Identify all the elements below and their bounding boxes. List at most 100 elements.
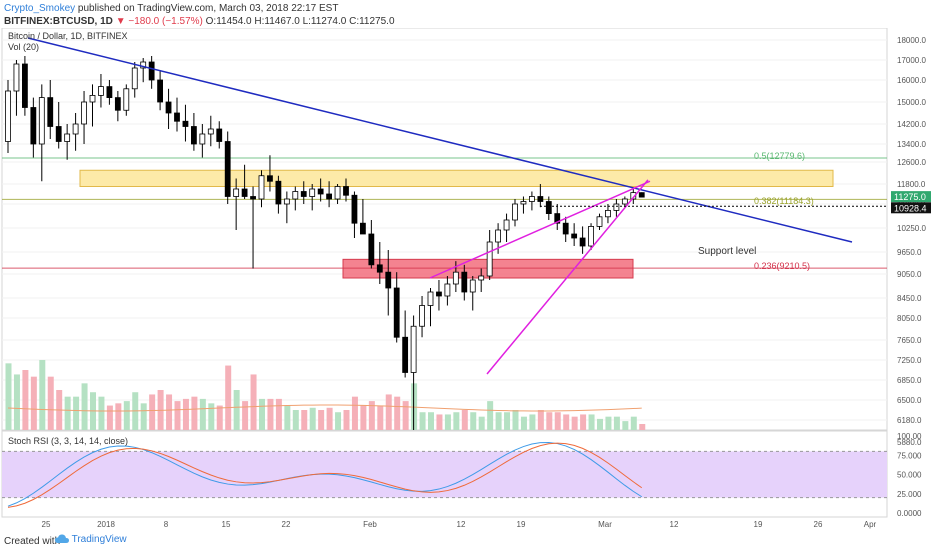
volume-bar bbox=[436, 414, 443, 430]
volume-bar bbox=[174, 401, 181, 430]
candle-body bbox=[545, 201, 552, 214]
line-price-tag: 10928.4 bbox=[891, 202, 931, 214]
stoch-rsi-axis[interactable]: 100.00 75.000 50.000 25.000 0.0000 bbox=[897, 432, 922, 518]
price-chart[interactable]: 0.5(12779.6) 0.382(11184.3) 0.236(9210.5… bbox=[0, 28, 932, 548]
candle-body bbox=[309, 188, 316, 197]
volume-bar bbox=[520, 416, 527, 430]
candle-body bbox=[140, 61, 147, 69]
volume-bar bbox=[318, 410, 325, 430]
volume-bar bbox=[394, 396, 401, 430]
volume-bar bbox=[563, 414, 570, 430]
candle-body bbox=[233, 188, 240, 197]
last-price-tag: 11275.0 bbox=[891, 191, 931, 203]
candle-body bbox=[469, 279, 476, 293]
price-tick-label: 11800.0 bbox=[897, 180, 926, 189]
stoch-rsi-legend: Stoch RSI (3, 3, 14, 14, close) bbox=[8, 436, 128, 446]
candle-body bbox=[21, 63, 28, 108]
price-tick-label: 7250.0 bbox=[897, 356, 922, 365]
publish-line: Crypto_Smokey published on TradingView.c… bbox=[4, 3, 338, 14]
volume-bar bbox=[284, 405, 291, 430]
trend-line[interactable] bbox=[27, 37, 853, 243]
main-pane[interactable]: 0.5(12779.6) 0.382(11184.3) 0.236(9210.5… bbox=[1, 28, 888, 433]
volume-bar bbox=[588, 414, 595, 430]
volume-bar bbox=[529, 414, 536, 430]
price-change: ▼ −180.0 (−1.57%) bbox=[115, 16, 203, 27]
candle-body bbox=[38, 97, 45, 145]
volume-bar bbox=[115, 403, 122, 430]
stoch-rsi-band bbox=[2, 451, 887, 498]
time-axis[interactable]: 25 2018 8 15 22 Feb 12 19 Mar 12 19 26 Apr bbox=[2, 516, 887, 529]
resistance-zone bbox=[79, 169, 834, 187]
author-link[interactable]: Crypto_Smokey bbox=[4, 3, 76, 14]
candle-body bbox=[98, 86, 104, 96]
candle-body bbox=[579, 237, 586, 247]
candle-body bbox=[64, 133, 71, 142]
price-tick-label: 9050.0 bbox=[897, 270, 922, 279]
stoch-rsi-pane[interactable]: Stoch RSI (3, 3, 14, 14, close) bbox=[1, 430, 888, 518]
price-tick-label: 18000.0 bbox=[897, 36, 926, 45]
volume-bar bbox=[461, 410, 468, 430]
candle-body bbox=[72, 123, 79, 135]
candle-body bbox=[419, 305, 425, 327]
candle-body bbox=[317, 188, 324, 195]
volume-bar bbox=[259, 398, 265, 430]
time-tick-label: 19 bbox=[754, 520, 763, 529]
volume-bar bbox=[639, 424, 646, 430]
time-tick-label: 25 bbox=[42, 520, 51, 529]
wedge-upper-line[interactable] bbox=[429, 180, 651, 279]
fib-0382-label: 0.382(11184.3) bbox=[754, 196, 814, 206]
candle-body bbox=[613, 203, 620, 211]
main-pane-border bbox=[1, 28, 888, 431]
tradingview-brand[interactable]: TradingView bbox=[55, 534, 127, 545]
price-tick-label: 8450.0 bbox=[897, 294, 922, 303]
volume-bar bbox=[580, 414, 587, 430]
volume-bar bbox=[428, 412, 434, 430]
volume-bar bbox=[630, 416, 637, 430]
volume-bar bbox=[453, 412, 460, 430]
volume-legend: Vol (20) bbox=[8, 42, 39, 52]
candle-body bbox=[343, 186, 349, 196]
volume-bar bbox=[275, 398, 282, 430]
volume-bar bbox=[554, 412, 561, 430]
line-price-tag-text: 10928.4 bbox=[894, 203, 927, 213]
candle-body bbox=[478, 275, 485, 281]
wedge-lower-line[interactable] bbox=[486, 179, 649, 375]
volume-bar bbox=[13, 374, 20, 430]
volume-bar bbox=[47, 376, 54, 430]
created-with-text: Created with bbox=[4, 536, 61, 547]
candle-body bbox=[359, 222, 366, 235]
volume-bar bbox=[182, 398, 189, 430]
candle-body bbox=[283, 198, 290, 205]
time-tick-label: 26 bbox=[814, 520, 823, 529]
volume-bar bbox=[546, 412, 553, 430]
candle-body bbox=[47, 97, 54, 127]
candle-body bbox=[436, 291, 442, 297]
candle-body bbox=[334, 186, 341, 200]
volume-bar bbox=[73, 396, 80, 430]
candle-body bbox=[250, 196, 256, 200]
candle-body bbox=[376, 264, 383, 273]
volume-bar bbox=[242, 401, 249, 430]
stoch-rsi-d-line bbox=[7, 442, 643, 508]
fib-05-label: 0.5(12779.6) bbox=[754, 151, 805, 161]
tradingview-brand-text: TradingView bbox=[71, 534, 127, 545]
candle-body bbox=[571, 233, 578, 239]
candle-body bbox=[402, 336, 409, 373]
price-tick-label: 10250.0 bbox=[897, 224, 926, 233]
candle-body bbox=[351, 194, 358, 224]
symbol-line: BITFINEX:BTCUSD, 1D ▼ −180.0 (−1.57%) O:… bbox=[4, 16, 395, 27]
candle-body bbox=[537, 196, 544, 202]
rsi-tick-label: 75.000 bbox=[897, 451, 922, 460]
candle-body bbox=[562, 222, 569, 235]
time-tick-label: Mar bbox=[598, 520, 612, 529]
volume-bar bbox=[351, 396, 358, 430]
volume-bar bbox=[326, 407, 333, 430]
price-tick-label: 17000.0 bbox=[897, 56, 926, 65]
volume-bar bbox=[368, 401, 375, 430]
volume-bar bbox=[495, 412, 502, 430]
price-axis[interactable]: 18000.0 17000.0 16000.0 15000.0 14200.0 13400… bbox=[897, 36, 926, 447]
line-price-tag-bg bbox=[891, 202, 931, 214]
candle-body bbox=[326, 193, 333, 200]
candle-body bbox=[638, 192, 645, 198]
candle-body bbox=[55, 126, 62, 142]
